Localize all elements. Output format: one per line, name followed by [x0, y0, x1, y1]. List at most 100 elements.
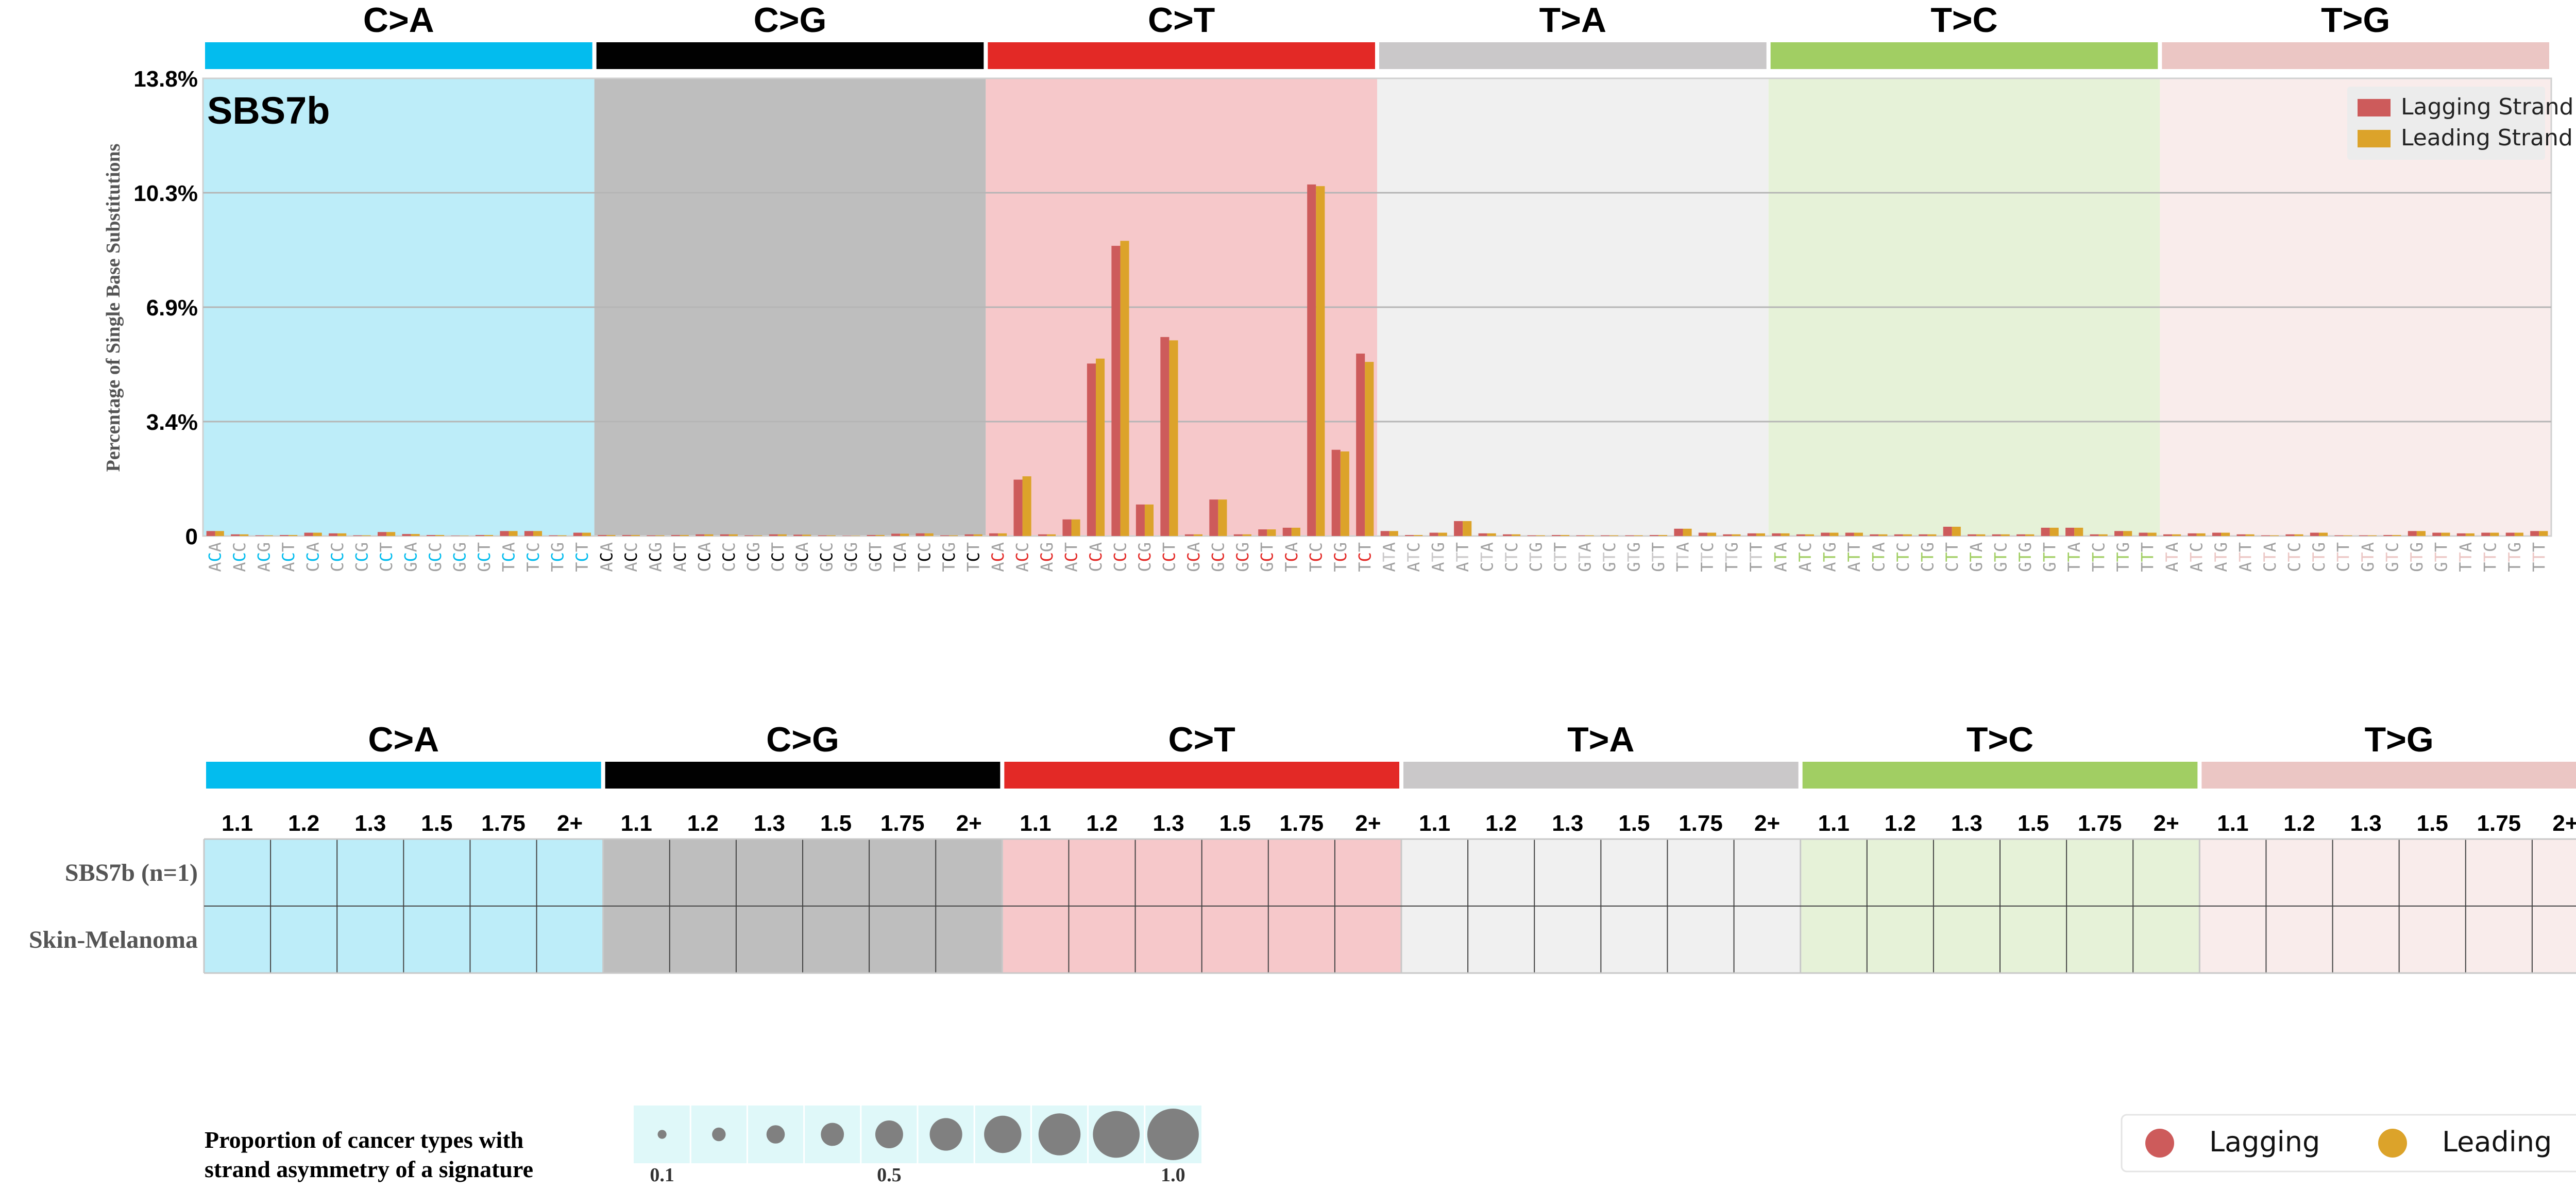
bar-leading [2539, 531, 2548, 536]
bar-leading [362, 535, 371, 536]
top-header-label: C>A [363, 1, 434, 40]
bar-leading [1242, 534, 1251, 536]
x-tick-label: TTG [1722, 542, 1741, 572]
row-labels: SBS7b (n=1) Skin-Melanoma [29, 859, 198, 953]
x-tick-label: ACT [1062, 542, 1081, 572]
bar-leading [1120, 241, 1129, 537]
bar-lagging [2236, 534, 2246, 536]
bar-leading [1267, 529, 1276, 536]
bar-leading [460, 535, 469, 536]
bar-lagging [793, 534, 803, 536]
x-tick-label: GCC [1208, 542, 1228, 572]
x-tick-label: CTA [1478, 542, 1497, 572]
bar-leading [2074, 527, 2083, 536]
column-label: 1.5 [1219, 811, 1251, 836]
bar-lagging [2408, 531, 2417, 536]
top-header-label: T>G [2321, 1, 2390, 40]
column-label: 1.75 [2078, 811, 2122, 836]
chart-title: SBS7b [207, 89, 330, 132]
x-tick-label: CCT [1159, 542, 1179, 572]
bar-lagging [1087, 363, 1096, 536]
column-label: 2+ [557, 811, 583, 836]
chart-bars [206, 184, 2548, 537]
x-tick-label: TCC [915, 542, 935, 572]
x-tick-label: GTT [2040, 542, 2060, 572]
top-header-label: T>C [1930, 1, 1997, 40]
size-legend-circle [929, 1118, 962, 1151]
bar-leading [1071, 519, 1080, 536]
bar-lagging [720, 534, 729, 536]
column-label: 2+ [1355, 811, 1381, 836]
x-tick-label: TCG [548, 542, 567, 572]
column-label: 1.75 [880, 811, 925, 836]
size-legend-circle [712, 1127, 726, 1142]
x-tick-label: GCA [792, 542, 812, 572]
bar-leading [2025, 534, 2035, 536]
bar-leading [1340, 451, 1349, 536]
x-tick-label: GTA [1967, 542, 1986, 572]
x-tick-label: TCC [1306, 542, 1326, 572]
bar-lagging [2114, 531, 2124, 536]
bar-lagging [769, 534, 778, 536]
column-label: 1.75 [481, 811, 526, 836]
bar-lagging [1796, 534, 1805, 536]
x-tick-label: ATT [1844, 542, 1864, 572]
size-legend-circle [1093, 1111, 1140, 1158]
bar-lagging [2163, 534, 2173, 536]
bar-lagging [989, 533, 998, 536]
top-header-bar [2162, 42, 2549, 69]
bottom-header-label: T>C [1967, 720, 2033, 759]
x-tick-label: TTA [2064, 542, 2084, 572]
bar-lagging [2505, 532, 2515, 536]
chart-legend: Lagging Strand Leading Strand [2347, 87, 2573, 160]
bar-leading [264, 535, 273, 536]
bar-leading [1169, 340, 1178, 536]
bar-leading [728, 534, 738, 536]
bar-lagging [426, 535, 436, 536]
bar-leading [1291, 527, 1300, 536]
bar-leading [1781, 533, 1790, 536]
bar-lagging [2041, 527, 2050, 536]
top-header-bar [596, 42, 984, 69]
bar-lagging [1649, 535, 1659, 536]
column-label: 2+ [1754, 811, 1780, 836]
x-tick-label: ATC [1795, 542, 1815, 572]
bar-lagging [2139, 532, 2148, 536]
x-tick-label: ACC [230, 542, 249, 572]
bottom-header-bar [206, 762, 601, 789]
x-tick-label: TTC [2480, 542, 2500, 572]
bar-lagging [1282, 527, 1292, 536]
bar-leading [2245, 534, 2255, 536]
column-label: 2+ [956, 811, 982, 836]
column-label: 1.3 [754, 811, 785, 836]
y-axis-label: Percentage of Single Base Substitutions [103, 144, 124, 472]
bottom-header-bar [2201, 762, 2576, 789]
bar-lagging [1992, 534, 2001, 536]
column-label: 1.5 [2417, 811, 2448, 836]
size-legend-tick: 1.0 [1161, 1164, 1185, 1186]
bar-lagging [1625, 535, 1634, 536]
column-label: 1.2 [687, 811, 719, 836]
bar-leading [1487, 533, 1496, 536]
bar-lagging [1943, 526, 1952, 536]
bar-lagging [1258, 529, 1267, 536]
bar-leading [1658, 535, 1668, 536]
x-tick-label: TTT [2529, 542, 2549, 572]
bottom-header-label: C>A [368, 720, 439, 759]
strand-legend-marker [2145, 1129, 2174, 1158]
bar-lagging [304, 532, 313, 536]
bar-leading [2392, 535, 2401, 536]
top-header-label: C>T [1148, 1, 1215, 40]
x-tick-label: TTA [2456, 542, 2476, 572]
x-tick-label: GTG [2407, 542, 2427, 572]
x-tick-label: TTT [2138, 542, 2158, 572]
x-tick-label: TCT [964, 542, 984, 572]
bar-leading [2172, 534, 2181, 536]
bar-leading [2465, 533, 2475, 536]
x-tick-label: ACA [206, 542, 225, 572]
bar-leading [533, 531, 543, 536]
bar-leading [337, 533, 347, 536]
x-tick-label: GTT [1649, 542, 1668, 572]
strand-legend-label: Lagging [2209, 1126, 2320, 1158]
bar-lagging [1160, 337, 1170, 536]
